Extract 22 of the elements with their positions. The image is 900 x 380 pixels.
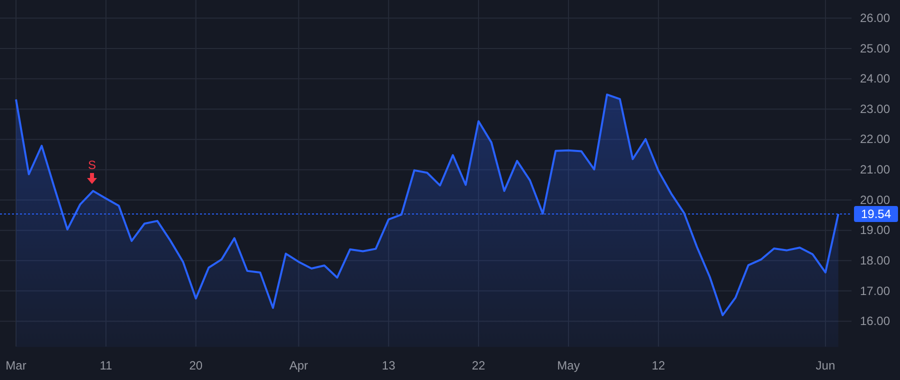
y-tick-label: 16.00 bbox=[860, 314, 890, 328]
y-tick-label: 23.00 bbox=[860, 102, 890, 116]
y-tick-label: 22.00 bbox=[860, 132, 890, 146]
x-tick-label: 22 bbox=[472, 358, 486, 373]
y-tick-label: 17.00 bbox=[860, 284, 890, 298]
x-tick-label: Apr bbox=[289, 358, 308, 373]
y-tick-label: 19.00 bbox=[860, 223, 890, 238]
y-tick-label: 25.00 bbox=[860, 41, 890, 56]
x-tick-label: May bbox=[557, 358, 580, 373]
x-tick-label: 12 bbox=[652, 358, 666, 373]
y-tick-label: 20.00 bbox=[860, 192, 890, 207]
annotation: S bbox=[88, 158, 96, 172]
y-tick-label: 18.00 bbox=[860, 253, 890, 268]
x-tick-label: 11 bbox=[100, 358, 112, 373]
x-tick-label: 13 bbox=[382, 358, 396, 373]
x-tick-label: 20 bbox=[189, 358, 203, 373]
ref-line-label: 19.54 bbox=[860, 206, 892, 221]
y-tick-label: 21.00 bbox=[860, 162, 890, 177]
x-tick-label: Jun bbox=[816, 358, 836, 373]
y-tick-label: 26.00 bbox=[860, 11, 890, 26]
y-tick-label: 24.00 bbox=[860, 72, 890, 86]
x-tick-label: Mar bbox=[6, 358, 26, 373]
